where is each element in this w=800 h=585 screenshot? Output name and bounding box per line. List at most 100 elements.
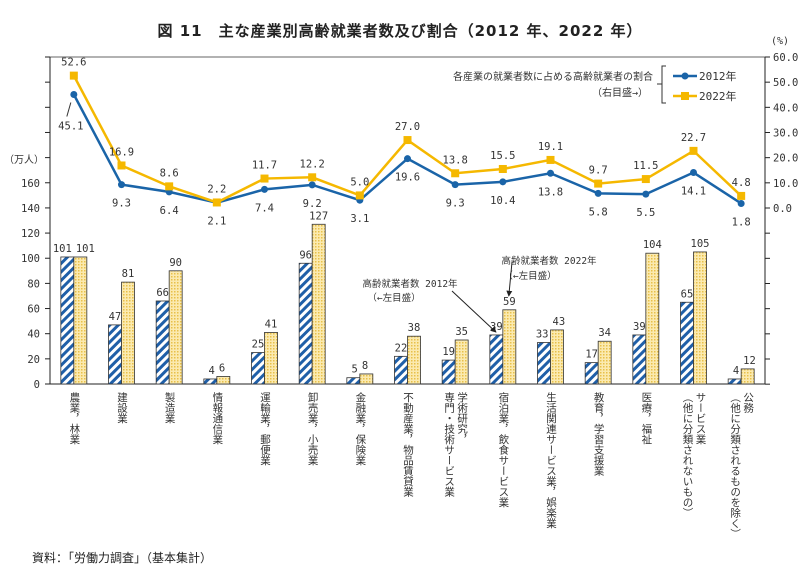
marker-square <box>689 146 698 155</box>
category-label: 建設業 <box>116 392 128 424</box>
category-label: サービス業 （他に分類されないもの） <box>681 392 707 518</box>
annotation-2012: 高齢就業者数 2012年 <box>362 278 458 290</box>
bar-value-label: 81 <box>122 268 135 280</box>
line-value-label-2022: 8.6 <box>160 167 179 179</box>
left-tick-label: 140 <box>21 203 40 215</box>
bar-value-label: 41 <box>265 318 278 330</box>
marker-circle <box>451 181 459 189</box>
line-value-label-2022: 27.0 <box>395 121 420 133</box>
legend-note: （右目盛→） <box>592 86 648 99</box>
annotation-2022: 高齢就業者数 2022年 <box>501 255 597 267</box>
bar-value-label: 12 <box>743 355 756 367</box>
line-value-label-2012: 14.1 <box>681 186 706 198</box>
bar-value-label: 4 <box>733 365 739 377</box>
legend-label: 2022年 <box>699 89 737 103</box>
bar-2012 <box>584 362 599 385</box>
left-tick-label: 160 <box>21 178 40 190</box>
left-tick-label: 60 <box>27 304 40 316</box>
bar-2022 <box>264 332 278 385</box>
left-tick-label: 120 <box>21 228 40 240</box>
bar-2022 <box>740 368 755 385</box>
bar-2012 <box>346 377 361 385</box>
bar-value-label: 22 <box>395 342 408 354</box>
bar-value-label: 33 <box>536 328 549 340</box>
bar-value-label: 96 <box>299 249 312 261</box>
legend-bracket <box>657 65 666 104</box>
bar-2022 <box>502 309 517 385</box>
line-value-label-2022: 19.1 <box>538 141 563 153</box>
marker-square <box>117 161 126 170</box>
marker-square <box>594 179 603 188</box>
chart-title: 図 11 主な産業別高齢就業者数及び割合（2012 年、2022 年） <box>157 22 643 40</box>
line-value-label-2022: 13.8 <box>443 154 468 166</box>
bar-2012 <box>155 300 170 385</box>
line-value-label-2012: 9.2 <box>303 198 322 210</box>
bar-2022 <box>407 335 421 385</box>
marker-square <box>308 173 317 182</box>
bar-value-label: 105 <box>691 238 710 250</box>
annotation-arrow <box>451 290 497 333</box>
marker-circle <box>642 190 650 198</box>
category-label: 卸売業，小売業 <box>306 392 319 466</box>
bar-value-label: 35 <box>455 326 468 338</box>
marker-square <box>355 191 364 200</box>
bar-value-label: 8 <box>362 360 368 372</box>
line-value-label-2012: 6.4 <box>160 205 179 217</box>
marker-circle <box>118 181 125 189</box>
line-value-label-2012: 3.1 <box>350 213 369 225</box>
line-value-label-2022: 11.7 <box>252 160 277 172</box>
legend-marker <box>681 72 689 80</box>
leader-line <box>66 102 72 117</box>
category-label: 運輸業，郵便業 <box>259 392 271 466</box>
line-value-label-2022: 52.6 <box>61 57 86 69</box>
bar-value-label: 38 <box>408 322 421 334</box>
line-value-label-2022: 2.2 <box>207 183 226 195</box>
bar-value-label: 101 <box>76 243 95 255</box>
bar-2012 <box>680 301 694 385</box>
category-label: 学術研究， 専門・技術サービス業 <box>443 392 469 497</box>
legend-label: 2012年 <box>699 69 737 83</box>
line-value-label-2022: 16.9 <box>109 146 134 158</box>
bar-2022 <box>73 256 88 385</box>
bar-2022 <box>311 223 326 385</box>
marker-circle <box>70 90 78 98</box>
line-value-label-2012: 7.4 <box>255 202 274 214</box>
bar-value-label: 17 <box>585 349 598 361</box>
marker-square <box>260 174 269 183</box>
category-label: 教育，学習支援業 <box>592 392 605 476</box>
category-label: 金融業，保険業 <box>354 392 367 466</box>
bar-value-label: 5 <box>352 364 358 376</box>
right-tick-label: 40.0 <box>773 102 798 114</box>
category-label: 宿泊業，飲食サービス業 <box>497 392 510 508</box>
bar-2022 <box>359 373 374 385</box>
category-label: 製造業 <box>163 392 176 424</box>
marker-square <box>165 182 174 191</box>
category-label: 農業，林業 <box>68 392 81 445</box>
left-tick-label: 80 <box>27 278 40 290</box>
marker-circle <box>499 178 507 186</box>
marker-square <box>737 191 746 200</box>
line-value-label-2022: 12.2 <box>300 158 325 170</box>
marker-circle <box>594 189 602 197</box>
left-tick-label: 0 <box>34 379 40 391</box>
legend-marker <box>681 92 689 100</box>
bar-2012 <box>537 342 551 385</box>
line-value-label-2012: 2.1 <box>207 216 226 228</box>
right-tick-label: 0.0 <box>773 203 792 215</box>
bar-2012 <box>298 262 313 385</box>
right-tick-label: 10.0 <box>773 178 798 190</box>
line-value-label-2022: 9.7 <box>589 165 608 177</box>
legend-title: 各産業の就業者数に占める高齢就業者の割合 <box>453 70 653 83</box>
right-tick-label: 30.0 <box>773 128 798 140</box>
marker-circle <box>690 169 697 177</box>
bar-value-label: 127 <box>309 210 328 222</box>
line-value-label-2012: 10.4 <box>490 195 515 207</box>
line-value-label-2022: 22.7 <box>681 132 706 144</box>
category-label: 生活関連サービス業，娯楽業 <box>545 392 557 529</box>
annotation-2022-note: （←左目盛） <box>503 270 556 282</box>
left-tick-label: 100 <box>21 253 40 265</box>
line-value-label-2012: 9.3 <box>112 198 131 210</box>
bar-value-label: 25 <box>252 339 265 351</box>
line-value-label-2022: 11.5 <box>633 160 658 172</box>
